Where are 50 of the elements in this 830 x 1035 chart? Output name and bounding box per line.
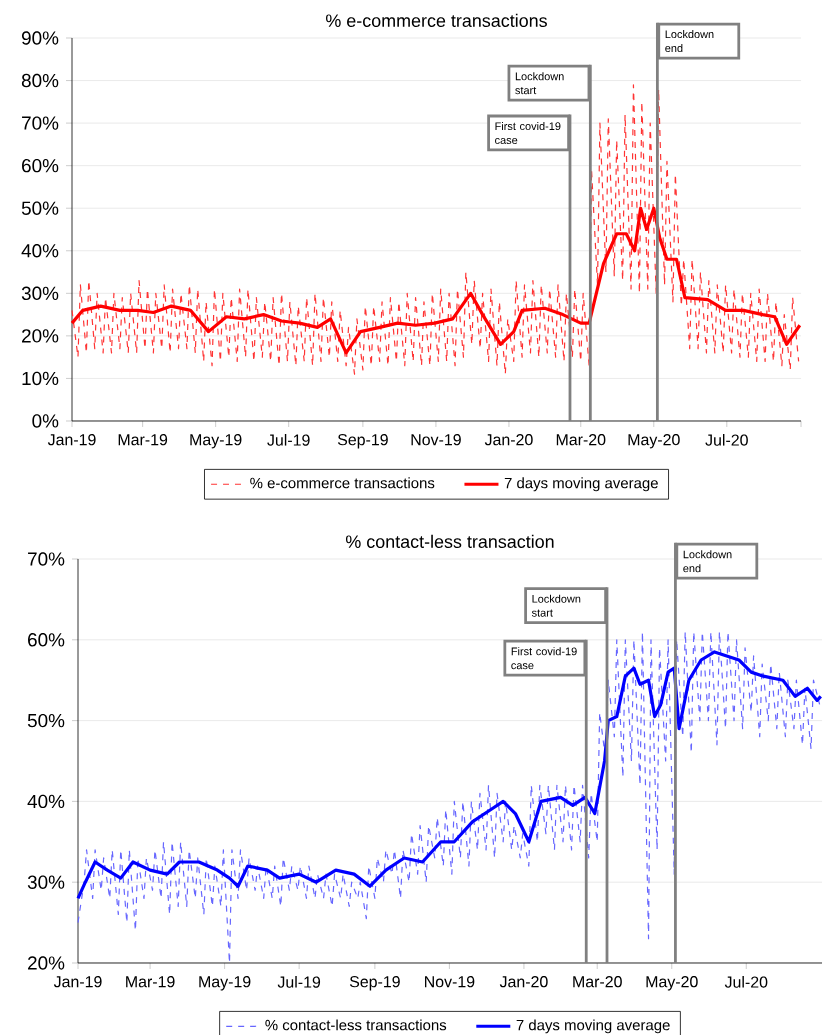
y-tick-label: 70%: [22, 116, 59, 130]
y-tick-label: 60%: [28, 633, 65, 647]
x-tick-label: May-19: [199, 976, 251, 991]
x-tick-label: Jul-19: [277, 976, 321, 988]
x-tick-label: Jan-19: [47, 434, 96, 446]
legend-label: % e-commerce transactions: [250, 477, 435, 489]
y-tick-label: 70%: [28, 552, 65, 566]
line-series: [71, 84, 800, 375]
y-tick-label: 40%: [21, 244, 59, 258]
legend-label: 7 days moving average: [504, 477, 658, 492]
y-tick-label: 20%: [28, 956, 65, 970]
x-tick-label: Jul-19: [267, 434, 310, 446]
legend-label: 7 days moving average: [516, 1019, 670, 1034]
x-tick-label: May-19: [190, 434, 242, 449]
y-tick-label: 0%: [32, 414, 59, 428]
y-tick-label: 40%: [27, 794, 65, 809]
y-tick-label: 60%: [22, 158, 59, 173]
x-tick-label: Mar-20: [556, 434, 606, 446]
legend-label: % contact-less transactions: [265, 1019, 447, 1031]
ref-line-label: Lockdown end: [683, 550, 732, 573]
ref-line-label: First covid-19 case: [511, 647, 577, 670]
x-tick-label: Jan-20: [484, 434, 533, 446]
y-tick-label: 30%: [27, 875, 65, 889]
y-tick-label: 50%: [21, 201, 59, 215]
x-tick-label: Jul-20: [705, 434, 748, 446]
x-tick-label: Sep-19: [337, 434, 388, 449]
x-tick-label: Nov-19: [425, 976, 475, 988]
y-tick-label: 80%: [21, 73, 59, 88]
x-tick-label: Mar-20: [573, 976, 622, 988]
chart-title: % contact-less transaction: [345, 534, 554, 549]
x-tick-label: Jan-20: [499, 976, 548, 988]
y-tick-label: 50%: [27, 713, 65, 728]
ref-line-label: Lockdown start: [531, 594, 581, 617]
chart-title: % e-commerce transactions: [326, 13, 547, 28]
y-tick-label: 90%: [21, 31, 59, 45]
y-tick-label: 30%: [21, 286, 59, 301]
ref-line-label: Lockdown start: [515, 72, 564, 95]
x-tick-label: Sep-19: [349, 976, 400, 991]
x-tick-label: Mar-19: [126, 976, 175, 988]
y-tick-label: 20%: [22, 329, 59, 343]
ref-line-label: Lockdown end: [665, 30, 714, 53]
y-tick-label: 10%: [22, 371, 59, 386]
x-tick-label: May-20: [628, 434, 680, 449]
x-tick-label: Nov-19: [411, 434, 461, 446]
line-series: [70, 206, 802, 355]
x-tick-label: Jan-19: [53, 976, 102, 988]
x-tick-label: May-20: [646, 976, 698, 991]
ref-line-label: First covid-19 case: [495, 121, 561, 144]
x-tick-label: Mar-19: [118, 434, 168, 446]
x-tick-label: Jul-20: [724, 976, 768, 988]
